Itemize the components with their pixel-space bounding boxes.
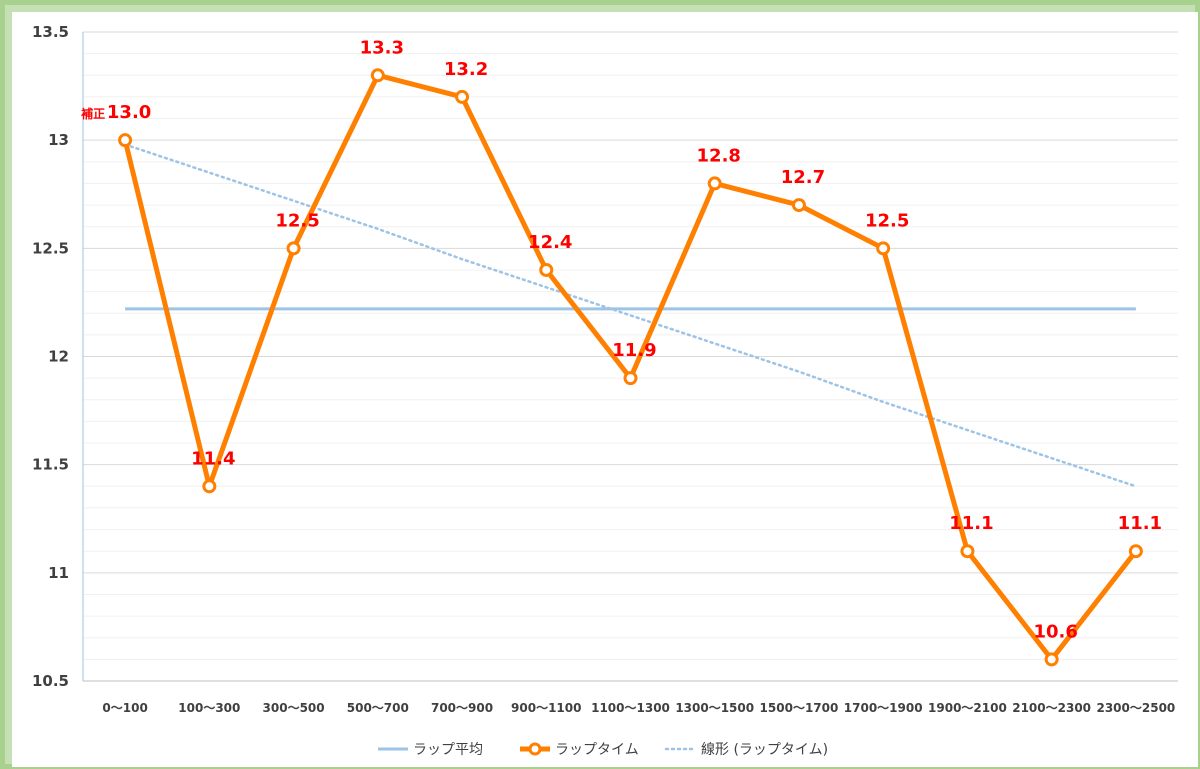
lap-time-point — [118, 133, 133, 148]
legend: ラップ平均 ラップタイム 線形 (ラップタイム) — [378, 742, 828, 758]
x-tick-label: 700～900 — [431, 701, 493, 715]
data-label: 12.7 — [781, 167, 825, 188]
lap-time-line — [122, 72, 1138, 662]
y-tick-label: 13 — [48, 131, 69, 149]
trend-line — [123, 143, 1138, 488]
axes: 10.5 11 11.5 12 12.5 13 13.5 0～100 100～300 300～50… — [32, 23, 1178, 715]
lap-time-point — [539, 262, 554, 277]
lap-time-point — [1044, 652, 1059, 667]
data-label: 11.1 — [949, 513, 993, 534]
x-tick-label: 100～300 — [178, 701, 240, 715]
lap-time-point — [791, 198, 806, 213]
data-labels: 13.0 11.4 12.5 13.3 13.2 12.4 11.9 12.8 12.7 12.5… — [80, 37, 1162, 642]
line-chart: 10.5 11 11.5 12 12.5 13 13.5 0～100 100～300 300～50… — [32, 23, 1178, 758]
y-tick-label: 10.5 — [32, 672, 69, 690]
data-label: 13.0 — [107, 102, 151, 123]
x-tick-label: 1100～1300 — [591, 701, 670, 715]
lap-time-point — [707, 176, 722, 191]
data-label: 11.4 — [191, 448, 235, 469]
x-tick-label: 0～100 — [102, 701, 147, 715]
data-label: 11.9 — [612, 340, 656, 361]
y-tick-label: 12 — [48, 348, 69, 366]
y-tick-label: 11.5 — [32, 456, 69, 474]
x-tick-label: 1900～2100 — [928, 701, 1007, 715]
y-tick-label: 13.5 — [32, 23, 69, 41]
lap-time-point — [623, 371, 638, 386]
legend-label: 線形 (ラップタイム) — [701, 742, 828, 758]
y-tick-label: 12.5 — [32, 239, 69, 257]
x-tick-label: 900～1100 — [511, 701, 581, 715]
x-tick-label: 1700～1900 — [844, 701, 923, 715]
data-label: 11.1 — [1118, 513, 1162, 534]
y-tick-label: 11 — [48, 564, 69, 582]
data-label: 12.4 — [528, 232, 572, 253]
legend-label: ラップタイム — [555, 742, 639, 758]
legend-label: ラップ平均 — [413, 742, 483, 758]
data-label: 10.6 — [1033, 621, 1077, 642]
x-tick-label: 1500～1700 — [760, 701, 839, 715]
lap-time-point — [1128, 544, 1143, 559]
lap-time-point — [876, 241, 891, 256]
lap-time-point — [286, 241, 301, 256]
lap-time-point — [960, 544, 975, 559]
x-tick-label: 500～700 — [347, 701, 409, 715]
data-label: 12.5 — [865, 210, 909, 231]
series — [118, 68, 1143, 667]
lap-time-point — [370, 68, 385, 83]
data-label: 12.5 — [275, 210, 319, 231]
lap-time-point — [455, 89, 470, 104]
data-label: 12.8 — [697, 145, 741, 166]
correction-note: 補正 — [80, 106, 105, 121]
lap-time-point — [202, 479, 217, 494]
x-tick-label: 300～500 — [263, 701, 325, 715]
chart-panel: 10.5 11 11.5 12 12.5 13 13.5 0～100 100～300 300～50… — [12, 12, 1198, 767]
x-tick-label: 1300～1500 — [675, 701, 754, 715]
data-label: 13.2 — [444, 59, 488, 80]
x-tick-label: 2100～2300 — [1012, 701, 1091, 715]
legend-marker-lap-time — [528, 742, 542, 756]
data-label: 13.3 — [360, 37, 404, 58]
x-tick-label: 2300～2500 — [1096, 701, 1175, 715]
